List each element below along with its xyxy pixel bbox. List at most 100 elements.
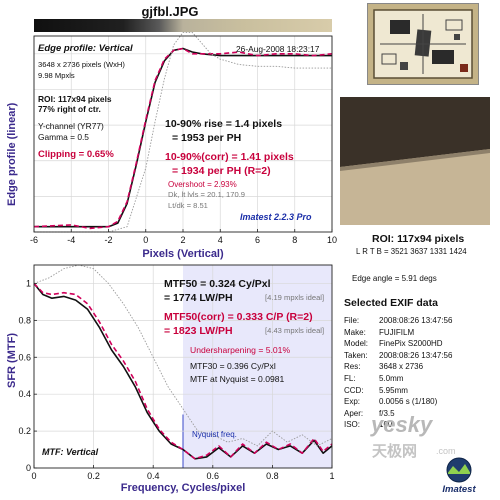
series-line-gray-dotted — [33, 264, 333, 447]
mtf-nyquist-info: MTF at Nyquist = 0.0981 — [190, 374, 285, 384]
x-tick-label: 0.2 — [87, 471, 100, 481]
exif-value: FinePix S2000HD — [379, 339, 443, 349]
x-tick-label: 0 — [31, 471, 36, 481]
exif-row: File: 2008:08:26 13:47:56 — [344, 315, 452, 327]
exif-key: Res: — [344, 362, 361, 372]
mtf50-line2: = 1774 LW/PH — [164, 292, 233, 304]
y-tick-label: 0.4 — [18, 389, 31, 399]
nyquist-region — [183, 265, 332, 468]
edge-x-axis-label: Pixels (Vertical) — [142, 248, 224, 260]
exif-title: Selected EXIF data — [344, 297, 438, 309]
mtf-chart: 0 0.2 0.4 0.6 0.8 1 0 0.2 0.4 0.6 0.8 1 — [18, 264, 335, 481]
imatest-version: Imatest 2.2.3 Pro — [240, 212, 312, 222]
mtf50-ideal: [4.19 mpxls ideal] — [265, 293, 325, 302]
y-tick-label: 0.2 — [18, 426, 31, 436]
exif-value: 100 — [379, 420, 393, 430]
y-tick-label: 1 — [26, 278, 31, 288]
mtf-y-axis-label: SFR (MTF) — [6, 333, 18, 388]
series-line-black-solid — [33, 282, 333, 460]
watermark-site: yesky — [371, 412, 433, 437]
exif-row: Model: FinePix S2000HD — [344, 338, 452, 350]
exif-key: Taken: — [344, 350, 368, 360]
exif-value: 5.95mm — [379, 385, 408, 395]
exif-value: 2008:08:26 13:47:56 — [379, 316, 453, 325]
exif-row: ISO: 100 — [344, 419, 452, 431]
x-tick-label: 8 — [292, 235, 297, 245]
clipping-label: Clipping = — [38, 149, 85, 160]
rise-corr-line2: = 1934 per PH (R=2) — [172, 165, 271, 177]
edge-gradient-strip — [34, 19, 332, 32]
edge-profile-chart: -6 -4 -2 0 2 4 6 8 10 — [30, 31, 337, 245]
mtf50-corr-line2: = 1823 LW/PH — [164, 325, 233, 337]
mtf50-corr-line1: MTF50(corr) = 0.333 C/P (R=2) — [164, 311, 313, 323]
watermark-cn: 天极网 — [372, 442, 418, 460]
exif-row: Aper: f/3.5 — [344, 408, 452, 420]
dark-light-levels: Dk, lt lvls = 20.1, 170.9 — [168, 190, 246, 199]
mtf-x-axis-label: Frequency, Cycles/pixel — [120, 482, 246, 494]
y-tick-label: 0 — [26, 463, 31, 473]
exif-key: Model: — [344, 339, 369, 349]
rise-corr-line1: 10-90%(corr) = 1.41 pixels — [165, 151, 294, 163]
x-tick-label: 10 — [327, 235, 337, 245]
exif-row: Res: 3648 x 2736 — [344, 361, 452, 373]
x-tick-label: 0.6 — [207, 471, 220, 481]
exif-row: Exp: 0.0056 s (1/180) — [344, 396, 452, 408]
plot-frame — [33, 264, 333, 469]
test-chart-thumbnail — [367, 3, 479, 85]
rise-result-line1: 10-90% rise = 1.4 pixels — [165, 118, 283, 130]
edge-panel-title: Edge profile: Vertical — [38, 43, 133, 54]
edge-angle: Edge angle = 5.91 degs — [352, 274, 437, 283]
clipping-value: 0.65% — [86, 149, 114, 160]
light-dark-ratio: Lt/dk = 8.51 — [168, 201, 208, 210]
x-tick-label: 4 — [218, 235, 223, 245]
exif-key: File: — [344, 316, 360, 325]
y-tick-label: 0.8 — [18, 315, 31, 325]
watermark-com: .com — [436, 446, 456, 456]
x-tick-label: -6 — [30, 235, 38, 245]
x-tick-label: 0.8 — [266, 471, 279, 481]
clipping-info: Clipping = 0.65% — [38, 149, 114, 161]
nyquist-label: Nyquist freq. — [192, 430, 237, 439]
x-tick-label: 2 — [180, 235, 185, 245]
series-line-red-dashed — [33, 47, 333, 230]
roi-size: ROI: 117x94 pixels — [38, 94, 112, 104]
mtf50-line1: MTF50 = 0.324 Cy/Pxl — [164, 278, 271, 290]
edge-y-axis-label: Edge profile (linear) — [6, 102, 18, 206]
mtf50-corr-ideal: [4.43 mpxls ideal] — [265, 326, 325, 335]
channel-info: Y-channel (YR77) — [38, 121, 104, 131]
image-title: gjfbl.JPG — [141, 4, 199, 19]
image-dimensions: 3648 x 2736 pixels (WxH) — [38, 60, 125, 69]
side-roi-lrtb: L R T B = 3521 3637 1331 1424 — [356, 247, 467, 256]
mtf30-info: MTF30 = 0.396 Cy/Pxl — [190, 361, 276, 371]
x-tick-label: -2 — [104, 235, 112, 245]
x-tick-label: -4 — [67, 235, 75, 245]
gamma-info: Gamma = 0.5 — [38, 132, 89, 142]
image-mpxls: 9.98 Mpxls — [38, 71, 75, 80]
exif-row: Make: FUJIFILM — [344, 327, 452, 339]
exif-row: FL: 5.0mm — [344, 373, 452, 385]
exif-value: 5.0mm — [379, 373, 404, 383]
exif-value: 0.0056 s (1/180) — [379, 397, 438, 407]
exif-key: ISO: — [344, 420, 361, 430]
exif-key: Exp: — [344, 397, 361, 407]
rise-result-line2: = 1953 per PH — [172, 132, 242, 144]
exif-list: File: 2008:08:26 13:47:56 Make: FUJIFILM Mod… — [344, 315, 452, 431]
exif-key: Aper: — [344, 408, 364, 418]
exif-value: f/3.5 — [379, 408, 395, 418]
exif-key: Make: — [344, 327, 366, 337]
exif-key: CCD: — [344, 385, 364, 395]
undersharpening-info: Undersharpening = 5.01% — [190, 345, 291, 355]
x-tick-label: 6 — [255, 235, 260, 245]
x-tick-label: 1 — [329, 471, 334, 481]
exif-row: Taken: 2008:08:26 13:47:56 — [344, 350, 452, 362]
exif-value: 2008:08:26 13:47:56 — [379, 350, 453, 360]
x-tick-label: 0.4 — [147, 471, 160, 481]
exif-value: FUJIFILM — [379, 327, 415, 337]
edge-datetime: 26-Aug-2008 18:23:17 — [236, 44, 320, 54]
mtf-caption: MTF: Vertical — [42, 447, 99, 457]
y-tick-label: 0.6 — [18, 352, 31, 362]
roi-crop-image — [340, 97, 490, 225]
imatest-logo: Imatest — [437, 456, 481, 496]
exif-value: 3648 x 2736 — [379, 362, 424, 372]
imatest-logo-text: Imatest — [442, 484, 476, 495]
